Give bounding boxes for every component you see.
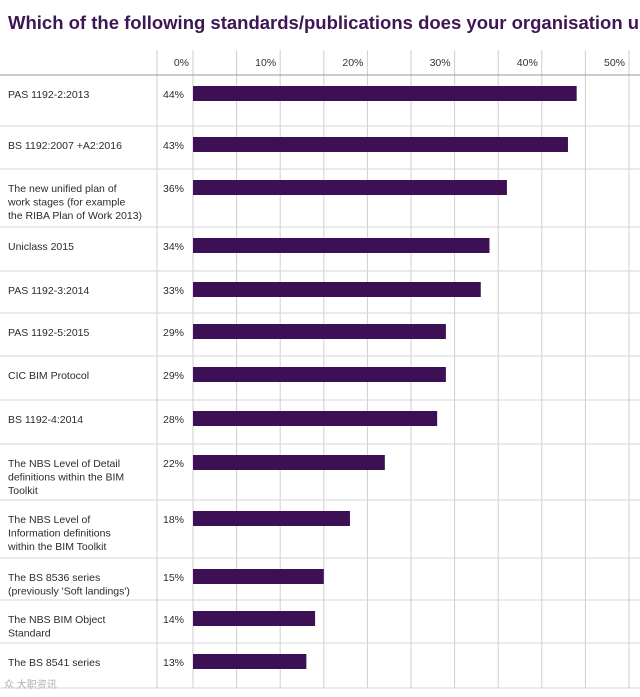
category-row: The NBS Level of Detail definitions withi…	[8, 458, 184, 497]
x-tick-labels: 0% 10% 20% 30% 40% 50%	[174, 57, 625, 69]
value-label: 43%	[163, 140, 184, 152]
value-label: 36%	[163, 183, 184, 195]
value-label: 33%	[163, 285, 184, 297]
x-tick-label: 10%	[255, 57, 276, 69]
value-label: 22%	[163, 458, 184, 470]
bar	[193, 324, 446, 339]
category-label: The BS 8541 series	[8, 657, 100, 669]
value-label: 34%	[163, 241, 184, 253]
bar	[193, 569, 324, 584]
x-tick-label: 20%	[342, 57, 363, 69]
value-label: 15%	[163, 572, 184, 584]
category-row: PAS 1192-3:2014 33%	[8, 285, 184, 297]
bars-layer	[193, 86, 577, 669]
category-label: PAS 1192-5:2015	[8, 327, 89, 339]
category-label: Uniclass 2015	[8, 241, 74, 253]
category-label: The NBS Level of Information definitions w…	[7, 514, 111, 553]
bar	[193, 411, 438, 426]
bar	[193, 137, 568, 152]
category-row: Uniclass 2015 34%	[8, 241, 184, 253]
category-row: BS 1192-4:2014 28%	[8, 414, 184, 426]
value-label: 29%	[163, 327, 184, 339]
x-tick-label: 40%	[517, 57, 538, 69]
bar	[193, 86, 577, 101]
bar	[193, 238, 490, 253]
category-label: BS 1192-4:2014	[8, 414, 83, 426]
category-row: BS 1192:2007 +A2:2016 43%	[8, 140, 184, 152]
bar	[193, 282, 481, 297]
category-row: The new unified plan of work stages (for …	[7, 183, 184, 222]
bar	[193, 611, 316, 626]
category-rows: PAS 1192-2:2013 44% BS 1192:2007 +A2:2016 4…	[7, 89, 184, 669]
value-label: 28%	[163, 414, 184, 426]
category-label: The new unified plan of work stages (for …	[7, 183, 142, 222]
bar	[193, 654, 307, 669]
category-row: CIC BIM Protocol 29%	[8, 370, 184, 382]
category-row: The BS 8541 series 13%	[8, 657, 184, 669]
category-row: The NBS Level of Information definitions w…	[7, 514, 184, 553]
value-label: 18%	[163, 514, 184, 526]
chart-title: Which of the following standards/publica…	[8, 12, 640, 33]
value-label: 29%	[163, 370, 184, 382]
category-label: The NBS BIM Object Standard	[8, 614, 106, 640]
category-label: The BS 8536 series (previously 'Soft land…	[8, 572, 130, 598]
category-row: PAS 1192-2:2013 44%	[8, 89, 184, 101]
x-tick-label: 50%	[604, 57, 625, 69]
category-row: The BS 8536 series (previously 'Soft land…	[8, 572, 184, 598]
category-label: CIC BIM Protocol	[8, 370, 89, 382]
value-label: 14%	[163, 614, 184, 626]
bar	[193, 455, 385, 470]
x-tick-label: 30%	[430, 57, 451, 69]
category-label: PAS 1192-3:2014	[8, 285, 89, 297]
value-label: 13%	[163, 657, 184, 669]
category-label: BS 1192:2007 +A2:2016	[8, 140, 122, 152]
category-label: The NBS Level of Detail definitions withi…	[8, 458, 124, 497]
watermark: 众 大职资讯	[4, 680, 57, 691]
category-row: The NBS BIM Object Standard 14%	[8, 614, 184, 640]
bar	[193, 367, 446, 382]
bar	[193, 180, 507, 195]
category-row: PAS 1192-5:2015 29%	[8, 327, 184, 339]
x-tick-label: 0%	[174, 57, 189, 69]
category-label: PAS 1192-2:2013	[8, 89, 89, 101]
bar	[193, 511, 350, 526]
value-label: 44%	[163, 89, 184, 101]
